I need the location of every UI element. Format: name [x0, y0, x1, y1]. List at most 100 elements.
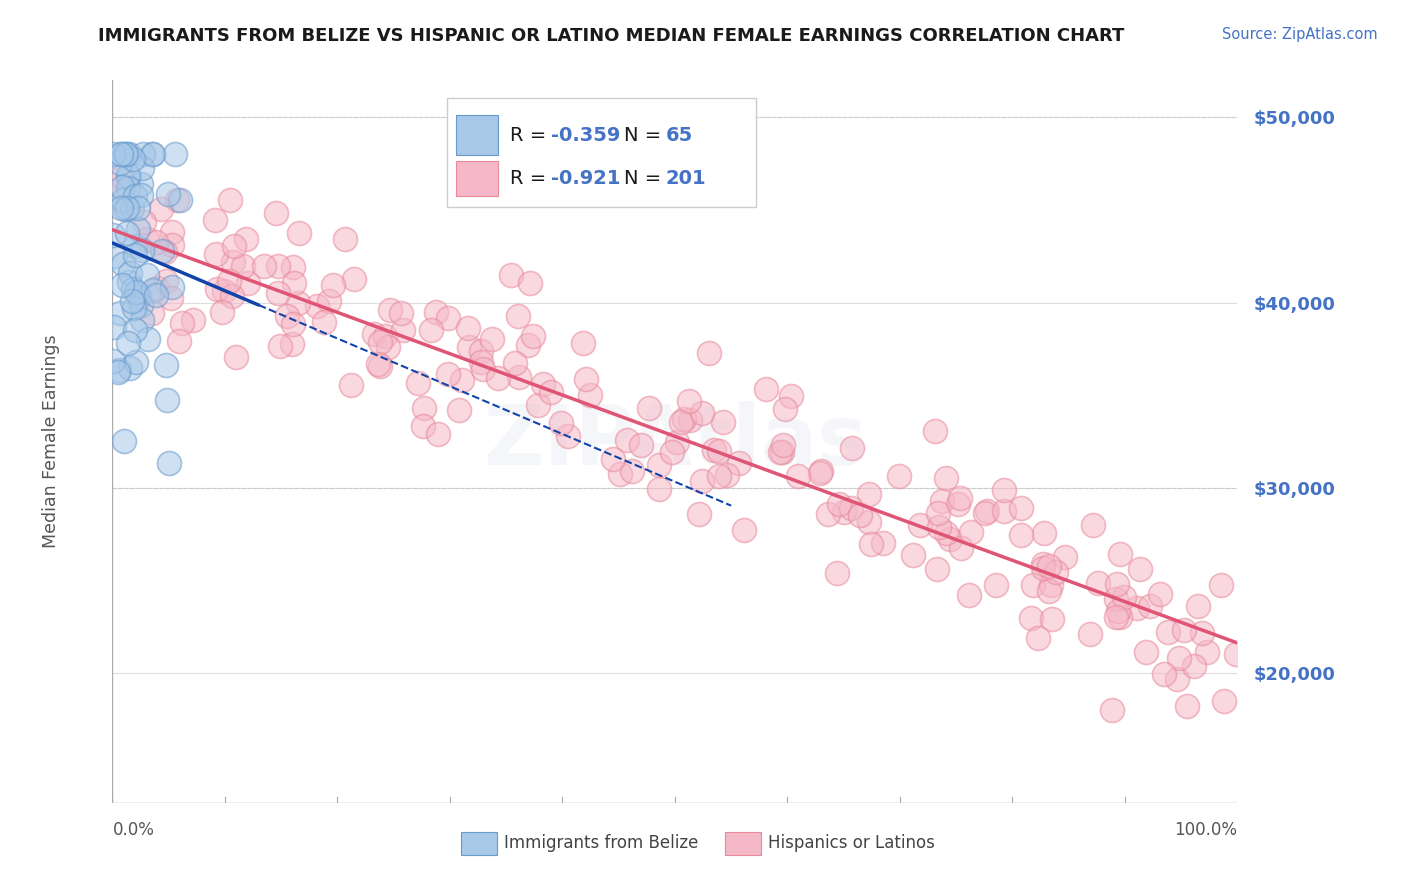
Point	[204, 212, 226, 227]
Point	[288, 226, 311, 240]
Point	[1054, 549, 1077, 564]
Point	[283, 276, 305, 290]
Point	[1197, 645, 1219, 659]
Point	[1038, 558, 1060, 573]
Point	[155, 274, 177, 288]
Point	[121, 294, 143, 309]
Point	[219, 193, 242, 207]
Point	[368, 334, 391, 349]
Point	[471, 361, 494, 376]
Text: 0.0%: 0.0%	[112, 821, 155, 838]
Point	[150, 244, 173, 258]
Point	[420, 323, 443, 337]
Point	[486, 371, 509, 385]
Point	[602, 451, 624, 466]
Point	[935, 525, 957, 540]
Point	[155, 244, 177, 259]
Point	[124, 323, 146, 337]
Point	[1022, 577, 1045, 591]
Point	[755, 382, 778, 396]
Bar	[456, 115, 498, 154]
Point	[1105, 576, 1128, 591]
Point	[108, 362, 131, 376]
Point	[378, 303, 401, 318]
Point	[142, 147, 165, 161]
Point	[221, 289, 243, 303]
Point	[111, 169, 134, 184]
Text: 65: 65	[666, 126, 693, 145]
Point	[156, 186, 179, 201]
Point	[470, 355, 492, 369]
Point	[170, 316, 193, 330]
Point	[128, 291, 150, 305]
Point	[1166, 672, 1188, 686]
Point	[131, 298, 153, 312]
Point	[531, 376, 554, 391]
Point	[146, 280, 169, 294]
Point	[1213, 694, 1236, 708]
Point	[343, 272, 366, 286]
Point	[859, 537, 882, 551]
Point	[166, 193, 188, 207]
Point	[103, 320, 125, 334]
Text: Source: ZipAtlas.com: Source: ZipAtlas.com	[1222, 27, 1378, 42]
Point	[1175, 698, 1198, 713]
Point	[218, 274, 240, 288]
Point	[318, 293, 340, 308]
Point	[117, 335, 139, 350]
Point	[1026, 631, 1049, 645]
Point	[103, 353, 125, 368]
Point	[637, 401, 659, 415]
Point	[501, 268, 523, 282]
Point	[108, 183, 131, 197]
Point	[703, 442, 725, 457]
Point	[114, 202, 136, 216]
Text: N =: N =	[624, 169, 661, 188]
Point	[437, 367, 460, 381]
Point	[1040, 578, 1063, 592]
Point	[125, 285, 148, 299]
Text: Median Female Earnings: Median Female Earnings	[42, 334, 59, 549]
Point	[222, 254, 245, 268]
Point	[225, 350, 247, 364]
Point	[1182, 659, 1205, 673]
Point	[101, 227, 124, 242]
Point	[1225, 647, 1247, 661]
Point	[377, 340, 399, 354]
Point	[948, 497, 970, 511]
Point	[181, 313, 204, 327]
Point	[976, 504, 998, 518]
Point	[575, 371, 598, 385]
Point	[211, 305, 233, 319]
Point	[136, 332, 159, 346]
Point	[457, 320, 479, 334]
Point	[121, 201, 143, 215]
Point	[1021, 611, 1043, 625]
Point	[1129, 562, 1152, 576]
Point	[283, 318, 305, 332]
Point	[630, 438, 652, 452]
Point	[333, 232, 356, 246]
Point	[688, 508, 710, 522]
Point	[160, 238, 183, 252]
Point	[928, 519, 950, 533]
Point	[711, 415, 734, 429]
Point	[1126, 600, 1149, 615]
Point	[392, 323, 415, 337]
Point	[160, 291, 183, 305]
Point	[939, 532, 962, 546]
Point	[817, 507, 839, 521]
Bar	[725, 831, 762, 855]
Point	[508, 310, 530, 324]
Point	[238, 276, 260, 290]
Point	[101, 147, 124, 161]
Point	[841, 442, 863, 456]
Point	[1209, 578, 1232, 592]
Point	[104, 249, 127, 263]
Point	[115, 227, 138, 241]
Text: Hispanics or Latinos: Hispanics or Latinos	[768, 834, 935, 852]
Point	[122, 301, 145, 315]
Point	[1083, 517, 1105, 532]
Point	[389, 306, 412, 320]
Point	[931, 493, 953, 508]
